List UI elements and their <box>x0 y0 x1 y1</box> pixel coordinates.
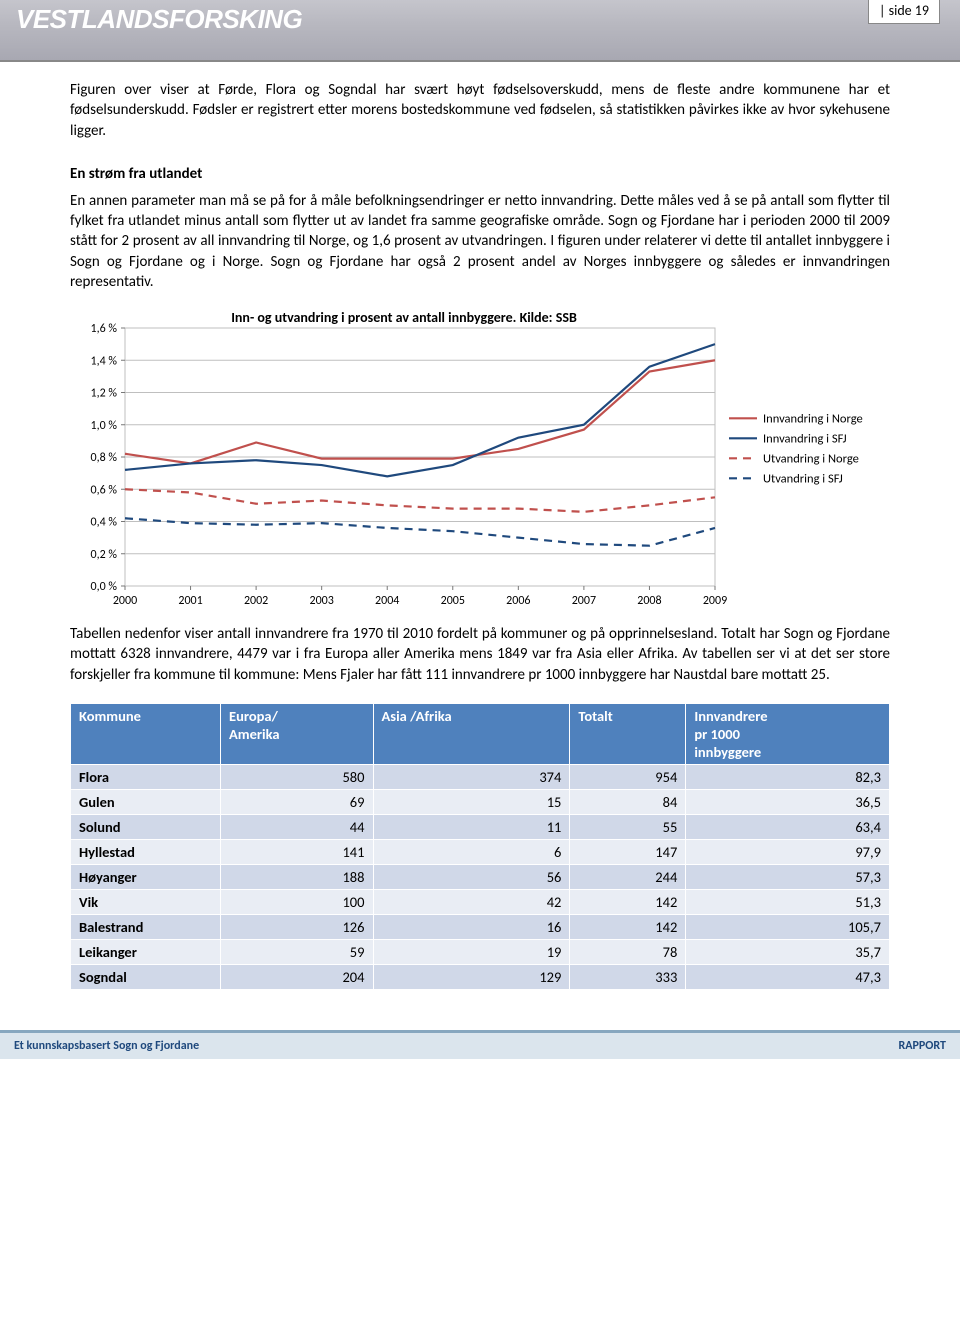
svg-text:2006: 2006 <box>506 594 530 608</box>
svg-text:0,4 %: 0,4 % <box>91 516 118 530</box>
table-cell-value: 105,7 <box>686 914 890 939</box>
svg-text:Innvandring i SFJ: Innvandring i SFJ <box>763 431 847 446</box>
table-cell-value: 6 <box>373 839 570 864</box>
immigration-table: KommuneEuropa/AmerikaAsia /AfrikaTotaltI… <box>70 703 890 990</box>
table-col-header: Kommune <box>71 703 221 764</box>
svg-text:2004: 2004 <box>375 594 399 608</box>
page-content: Figuren over viser at Førde, Flora og So… <box>0 62 960 990</box>
svg-text:1,6 %: 1,6 % <box>91 322 118 336</box>
table-cell-value: 129 <box>373 964 570 989</box>
after-chart-paragraph: Tabellen nedenfor viser antall innvandre… <box>70 624 890 685</box>
table-cell-value: 142 <box>570 889 686 914</box>
table-row: Gulen69158436,5 <box>71 789 890 814</box>
svg-text:2009: 2009 <box>703 594 727 608</box>
section-heading: En strøm fra utlandet <box>70 165 890 183</box>
footer-left: Et kunnskapsbasert Sogn og Fjordane <box>14 1039 199 1053</box>
svg-text:Inn- og utvandring i prosent a: Inn- og utvandring i prosent av antall i… <box>231 310 577 326</box>
svg-text:Innvandring i Norge: Innvandring i Norge <box>763 411 863 426</box>
table-cell-value: 63,4 <box>686 814 890 839</box>
table-row: Solund44115563,4 <box>71 814 890 839</box>
table-cell-value: 84 <box>570 789 686 814</box>
table-cell-value: 204 <box>221 964 374 989</box>
table-cell-value: 333 <box>570 964 686 989</box>
svg-text:2001: 2001 <box>178 594 202 608</box>
table-cell-value: 19 <box>373 939 570 964</box>
table-cell-value: 97,9 <box>686 839 890 864</box>
table-cell-value: 15 <box>373 789 570 814</box>
table-col-header: Europa/Amerika <box>221 703 374 764</box>
page-footer: Et kunnskapsbasert Sogn og Fjordane RAPP… <box>0 1030 960 1059</box>
table-cell-value: 55 <box>570 814 686 839</box>
table-col-header: Innvandrerepr 1000innbyggere <box>686 703 890 764</box>
page-number: | side 19 <box>868 0 940 24</box>
table-cell-value: 126 <box>221 914 374 939</box>
svg-text:0,6 %: 0,6 % <box>91 483 118 497</box>
table-cell-name: Hyllestad <box>71 839 221 864</box>
svg-text:2005: 2005 <box>441 594 465 608</box>
table-cell-name: Høyanger <box>71 864 221 889</box>
table-cell-value: 36,5 <box>686 789 890 814</box>
table-cell-name: Leikanger <box>71 939 221 964</box>
site-logo: VESTLANDSFORSKING <box>16 4 302 35</box>
table-cell-value: 141 <box>221 839 374 864</box>
svg-text:Utvandring i SFJ: Utvandring i SFJ <box>763 471 843 486</box>
table-cell-name: Balestrand <box>71 914 221 939</box>
table-cell-value: 82,3 <box>686 764 890 789</box>
svg-text:0,8 %: 0,8 % <box>91 451 118 465</box>
svg-text:0,2 %: 0,2 % <box>91 548 118 562</box>
table-cell-value: 16 <box>373 914 570 939</box>
table-cell-value: 580 <box>221 764 374 789</box>
svg-text:1,2 %: 1,2 % <box>91 387 118 401</box>
chart-svg: Inn- og utvandring i prosent av antall i… <box>70 310 890 610</box>
table-row: Leikanger59197835,7 <box>71 939 890 964</box>
table-cell-value: 59 <box>221 939 374 964</box>
svg-text:1,0 %: 1,0 % <box>91 419 118 433</box>
svg-text:0,0 %: 0,0 % <box>91 580 118 594</box>
table-cell-value: 954 <box>570 764 686 789</box>
svg-text:Utvandring i Norge: Utvandring i Norge <box>763 451 859 466</box>
table-cell-value: 57,3 <box>686 864 890 889</box>
table-row: Høyanger1885624457,3 <box>71 864 890 889</box>
svg-text:2002: 2002 <box>244 594 268 608</box>
table-cell-value: 147 <box>570 839 686 864</box>
table-cell-value: 69 <box>221 789 374 814</box>
intro-paragraph: Figuren over viser at Førde, Flora og So… <box>70 80 890 141</box>
table-cell-value: 78 <box>570 939 686 964</box>
table-row: Flora58037495482,3 <box>71 764 890 789</box>
page-header: VESTLANDSFORSKING | side 19 <box>0 0 960 60</box>
table-col-header: Asia /Afrika <box>373 703 570 764</box>
table-cell-name: Solund <box>71 814 221 839</box>
table-row: Hyllestad141614797,9 <box>71 839 890 864</box>
table-cell-value: 51,3 <box>686 889 890 914</box>
svg-text:2007: 2007 <box>572 594 596 608</box>
table-cell-value: 44 <box>221 814 374 839</box>
migration-chart: Inn- og utvandring i prosent av antall i… <box>70 310 890 610</box>
body-paragraph: En annen parameter man må se på for å må… <box>70 191 890 292</box>
table-col-header: Totalt <box>570 703 686 764</box>
table-cell-value: 42 <box>373 889 570 914</box>
table-cell-value: 100 <box>221 889 374 914</box>
table-row: Balestrand12616142105,7 <box>71 914 890 939</box>
table-cell-value: 35,7 <box>686 939 890 964</box>
table-cell-name: Sogndal <box>71 964 221 989</box>
table-cell-name: Flora <box>71 764 221 789</box>
table-cell-name: Gulen <box>71 789 221 814</box>
svg-text:1,4 %: 1,4 % <box>91 354 118 368</box>
footer-right: RAPPORT <box>899 1039 947 1053</box>
table-cell-value: 244 <box>570 864 686 889</box>
table-cell-value: 142 <box>570 914 686 939</box>
table-row: Sogndal20412933347,3 <box>71 964 890 989</box>
table-cell-value: 11 <box>373 814 570 839</box>
svg-text:2000: 2000 <box>113 594 137 608</box>
table-cell-value: 56 <box>373 864 570 889</box>
table-cell-value: 47,3 <box>686 964 890 989</box>
svg-text:2008: 2008 <box>637 594 661 608</box>
svg-text:2003: 2003 <box>310 594 334 608</box>
table-cell-value: 188 <box>221 864 374 889</box>
table-row: Vik1004214251,3 <box>71 889 890 914</box>
table-cell-name: Vik <box>71 889 221 914</box>
table-cell-value: 374 <box>373 764 570 789</box>
